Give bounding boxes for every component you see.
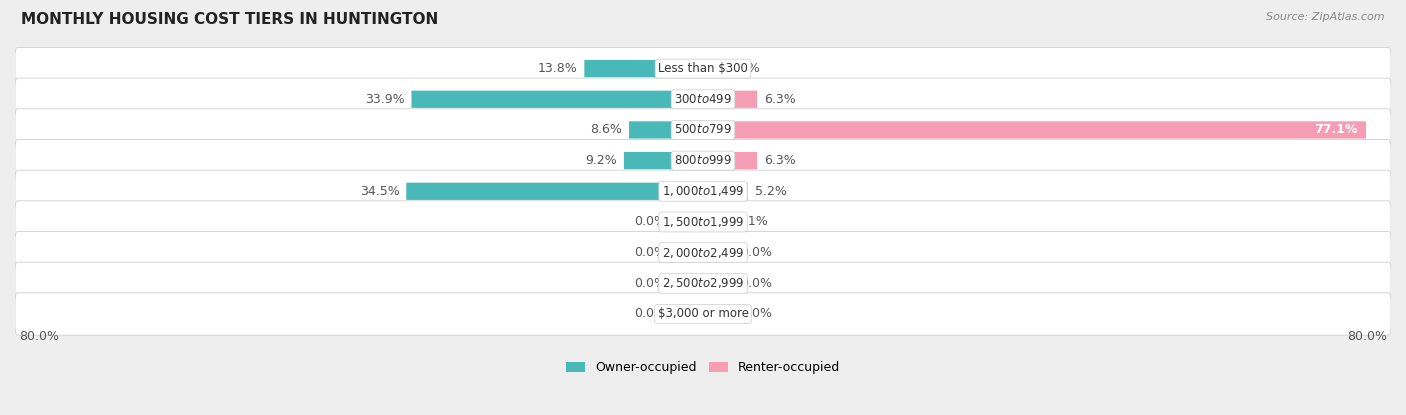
Text: 0.0%: 0.0%	[740, 246, 772, 259]
Text: 9.2%: 9.2%	[585, 154, 617, 167]
Text: 6.3%: 6.3%	[763, 154, 796, 167]
Text: 3.1%: 3.1%	[737, 215, 768, 229]
FancyBboxPatch shape	[15, 201, 1391, 243]
Text: 0.0%: 0.0%	[634, 215, 666, 229]
Text: 0.0%: 0.0%	[634, 277, 666, 290]
FancyBboxPatch shape	[15, 262, 1391, 305]
FancyBboxPatch shape	[703, 183, 748, 200]
FancyBboxPatch shape	[15, 47, 1391, 90]
Text: 77.1%: 77.1%	[1315, 123, 1357, 137]
FancyBboxPatch shape	[673, 275, 703, 292]
FancyBboxPatch shape	[412, 90, 703, 108]
Text: 33.9%: 33.9%	[366, 93, 405, 106]
Text: $1,000 to $1,499: $1,000 to $1,499	[662, 184, 744, 198]
FancyBboxPatch shape	[703, 90, 758, 108]
Text: $500 to $799: $500 to $799	[673, 123, 733, 137]
Text: $1,500 to $1,999: $1,500 to $1,999	[662, 215, 744, 229]
Text: Source: ZipAtlas.com: Source: ZipAtlas.com	[1267, 12, 1385, 22]
FancyBboxPatch shape	[15, 78, 1391, 120]
Text: $800 to $999: $800 to $999	[673, 154, 733, 167]
FancyBboxPatch shape	[624, 152, 703, 169]
FancyBboxPatch shape	[15, 109, 1391, 151]
FancyBboxPatch shape	[703, 244, 733, 261]
FancyBboxPatch shape	[15, 293, 1391, 335]
Text: 34.5%: 34.5%	[360, 185, 399, 198]
FancyBboxPatch shape	[703, 60, 721, 77]
FancyBboxPatch shape	[585, 60, 703, 77]
Text: 13.8%: 13.8%	[537, 62, 578, 75]
FancyBboxPatch shape	[673, 244, 703, 261]
FancyBboxPatch shape	[673, 213, 703, 231]
FancyBboxPatch shape	[15, 170, 1391, 212]
Text: $3,000 or more: $3,000 or more	[658, 308, 748, 320]
Text: 0.0%: 0.0%	[634, 246, 666, 259]
Text: 0.0%: 0.0%	[740, 308, 772, 320]
FancyBboxPatch shape	[703, 213, 730, 231]
FancyBboxPatch shape	[703, 152, 758, 169]
Text: 0.0%: 0.0%	[740, 277, 772, 290]
Text: Less than $300: Less than $300	[658, 62, 748, 75]
Text: 8.6%: 8.6%	[591, 123, 623, 137]
Legend: Owner-occupied, Renter-occupied: Owner-occupied, Renter-occupied	[561, 356, 845, 379]
FancyBboxPatch shape	[673, 305, 703, 322]
FancyBboxPatch shape	[15, 139, 1391, 182]
Text: $300 to $499: $300 to $499	[673, 93, 733, 106]
FancyBboxPatch shape	[703, 121, 1367, 139]
Text: 6.3%: 6.3%	[763, 93, 796, 106]
FancyBboxPatch shape	[406, 183, 703, 200]
Text: MONTHLY HOUSING COST TIERS IN HUNTINGTON: MONTHLY HOUSING COST TIERS IN HUNTINGTON	[21, 12, 439, 27]
FancyBboxPatch shape	[15, 232, 1391, 274]
Text: 80.0%: 80.0%	[1347, 330, 1386, 342]
Text: 5.2%: 5.2%	[755, 185, 786, 198]
Text: 0.0%: 0.0%	[634, 308, 666, 320]
Text: $2,000 to $2,499: $2,000 to $2,499	[662, 246, 744, 260]
FancyBboxPatch shape	[703, 305, 733, 322]
FancyBboxPatch shape	[703, 275, 733, 292]
Text: 2.1%: 2.1%	[728, 62, 759, 75]
Text: $2,500 to $2,999: $2,500 to $2,999	[662, 276, 744, 290]
FancyBboxPatch shape	[628, 121, 703, 139]
Text: 80.0%: 80.0%	[20, 330, 59, 342]
